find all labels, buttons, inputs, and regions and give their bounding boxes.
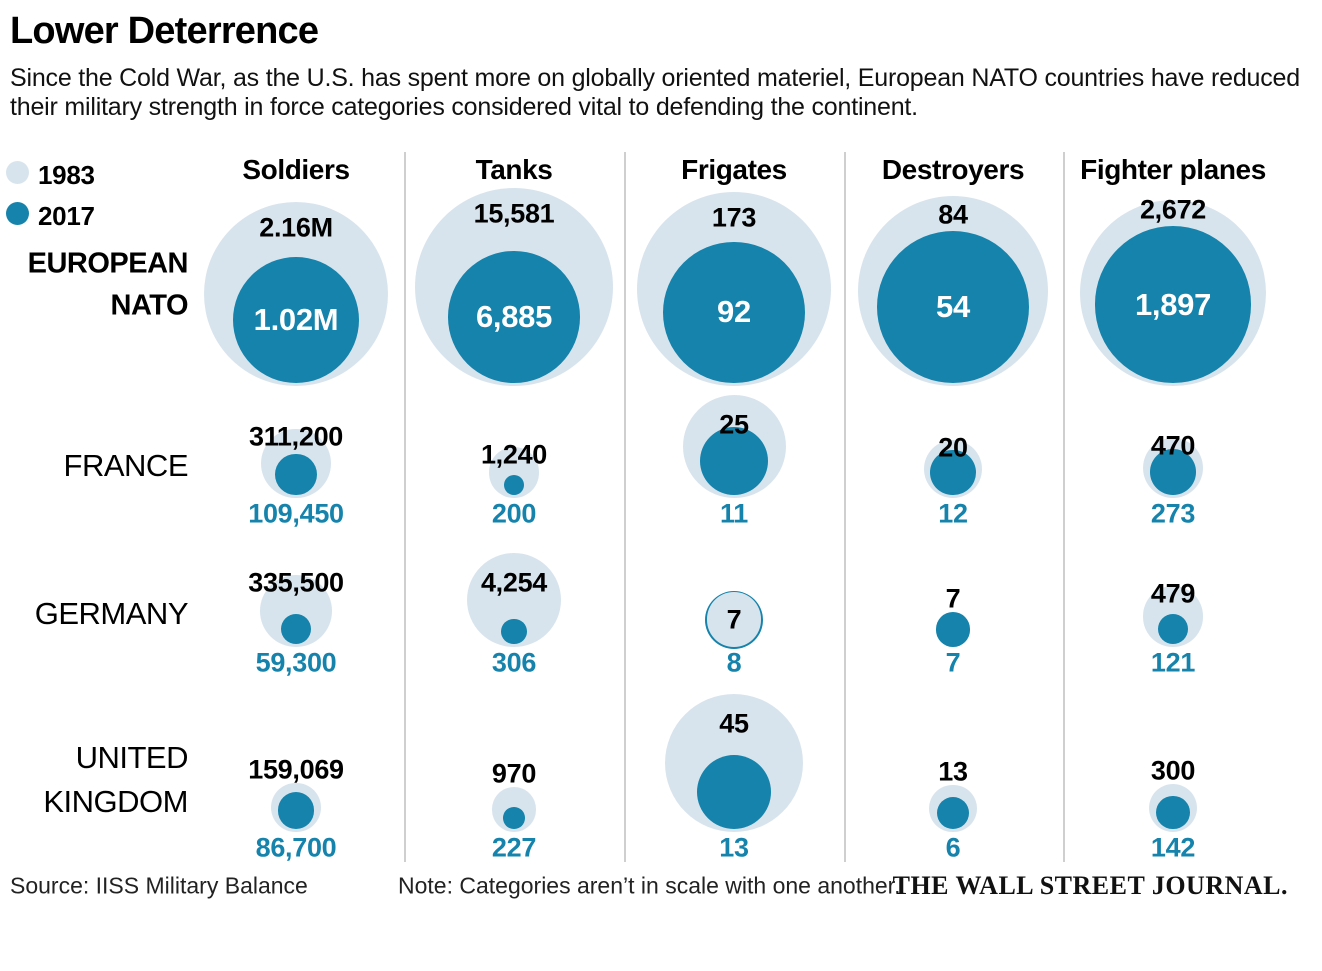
column-header-tanks: Tanks xyxy=(475,154,553,185)
column-header-destroyers: Destroyers xyxy=(881,154,1025,185)
column-divider xyxy=(624,152,626,862)
source-note: Source: IISS Military Balance xyxy=(10,872,308,899)
bubble-2017 xyxy=(232,256,360,383)
row-label-france: FRANCE xyxy=(63,448,189,483)
bubble-2017 xyxy=(503,807,525,829)
bubble-2017 xyxy=(699,426,769,495)
bubble-2017 xyxy=(876,230,1030,383)
bubble-2017 xyxy=(663,241,805,383)
bubble-2017 xyxy=(1094,226,1252,383)
value-label-2017: 109,450 xyxy=(248,498,344,529)
value-label-1983: 15,581 xyxy=(473,198,555,229)
value-label-2017: 13 xyxy=(719,832,749,863)
chart-title: Lower Deterrence xyxy=(10,10,319,52)
value-label-1983: 173 xyxy=(711,202,757,233)
column-divider xyxy=(1063,152,1065,862)
value-label-1983: 300 xyxy=(1150,755,1196,786)
value-label-2017: 6 xyxy=(945,832,961,863)
value-label-2017: 273 xyxy=(1150,498,1196,529)
column-header-soldiers: Soldiers xyxy=(242,154,350,185)
value-label-2017: 59,300 xyxy=(255,647,337,678)
row-label-germany: GERMANY xyxy=(34,596,189,631)
bubble-2017 xyxy=(501,618,527,644)
value-label-2017: 306 xyxy=(491,647,537,678)
value-label-2017: 7 xyxy=(945,647,961,678)
value-label-1983: 2.16M xyxy=(259,212,333,243)
bubble-2017 xyxy=(448,251,580,383)
row-label-united-kingdom: UNITED xyxy=(75,740,189,775)
value-label-1983: 470 xyxy=(1150,430,1196,461)
row-label-european-nato: NATO xyxy=(110,289,189,322)
value-label-1983: 25 xyxy=(719,409,749,440)
bubble-2017 xyxy=(935,612,971,647)
column-header-fighter-planes: Fighter planes xyxy=(1080,154,1266,185)
value-label-2017: 1.02M xyxy=(253,301,339,337)
legend-swatch-2017 xyxy=(6,202,29,225)
value-label-1983: 2,672 xyxy=(1139,194,1207,225)
value-label-1983: 970 xyxy=(491,758,537,789)
column-header-frigates: Frigates xyxy=(681,154,787,185)
bubble-2017 xyxy=(277,792,315,829)
value-label-2017: 11 xyxy=(720,498,748,529)
bubble-2017 xyxy=(696,754,772,829)
value-label-1983: 335,500 xyxy=(248,567,344,598)
legend-swatch-1983 xyxy=(6,161,29,184)
row-label-european-nato: EUROPEAN xyxy=(27,247,189,280)
value-label-1983: 311,200 xyxy=(248,421,344,452)
value-label-1983: 1,240 xyxy=(480,439,548,470)
value-label-1983: 13 xyxy=(938,756,968,787)
scale-note: Note: Categories aren’t in scale with on… xyxy=(398,872,901,899)
value-label-2017: 92 xyxy=(717,294,751,330)
value-label-1983: 479 xyxy=(1150,578,1196,609)
value-label-1983: 84 xyxy=(938,199,968,230)
value-label-2017: 12 xyxy=(938,498,968,529)
value-label-2017: 54 xyxy=(936,288,970,324)
row-label-united-kingdom: KINGDOM xyxy=(43,784,188,819)
value-label-2017: 1,897 xyxy=(1134,286,1212,322)
value-label-2017: 86,700 xyxy=(255,832,337,863)
bubble-2017 xyxy=(930,449,976,495)
value-label-2017: 8 xyxy=(726,647,742,678)
value-label-1983: 4,254 xyxy=(480,567,548,598)
value-label-1983: 7 xyxy=(726,604,742,635)
bubble-1983 xyxy=(706,592,762,647)
bubble-2017 xyxy=(280,613,312,644)
value-label-2017: 200 xyxy=(491,498,537,529)
value-label-1983: 45 xyxy=(719,708,749,739)
value-label-1983: 159,069 xyxy=(248,754,344,785)
chart-subtitle: Since the Cold War, as the U.S. has spen… xyxy=(10,64,1300,121)
legend-label-2017: 2017 xyxy=(38,201,95,231)
value-label-2017: 227 xyxy=(491,832,537,863)
bubble-2017 xyxy=(275,453,317,495)
value-label-2017: 6,885 xyxy=(475,299,553,335)
value-label-1983: 7 xyxy=(945,583,961,614)
bubble-2017 xyxy=(1157,613,1189,644)
column-divider xyxy=(404,152,406,862)
column-divider xyxy=(844,152,846,862)
value-label-1983: 20 xyxy=(938,432,968,463)
wsj-logotype: THE WALL STREET JOURNAL. xyxy=(892,871,1288,900)
bubble-2017 xyxy=(1156,795,1190,829)
value-label-2017: 121 xyxy=(1150,647,1196,678)
legend-label-1983: 1983 xyxy=(38,160,95,190)
bubble-2017 xyxy=(503,474,525,495)
bubble-2017 xyxy=(1150,449,1196,495)
value-label-2017: 142 xyxy=(1150,832,1196,863)
bubble-2017 xyxy=(937,797,969,829)
